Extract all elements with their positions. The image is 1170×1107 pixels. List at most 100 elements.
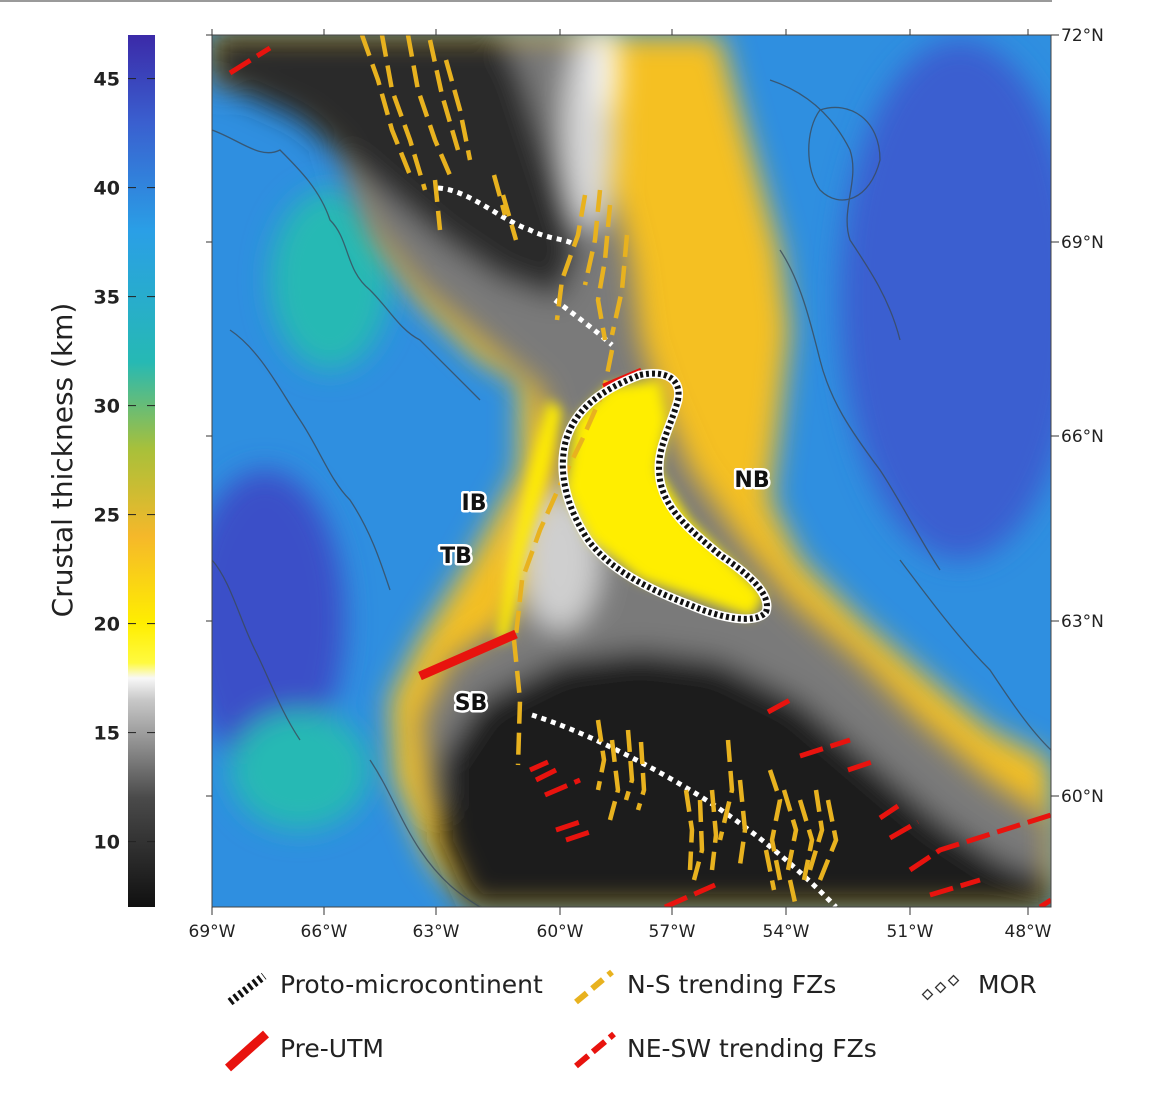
ns-fz-segment-16 [607,739,621,821]
mor-segment-3 [531,712,838,907]
lat-tick-label: 63°N [1061,612,1104,632]
nesw-fz-segment-6 [565,829,591,843]
nesw-fz-segment-13 [929,877,981,898]
basin-dark-south [440,650,1051,907]
colorbar [128,35,155,907]
nesw-fz-segment-11 [888,819,920,841]
teal-patch [270,190,390,370]
ns-fz-segment-18 [635,741,647,811]
region-label-sb: SB [455,691,488,716]
pre-utm-segment-1 [418,629,518,681]
colorbar-title: Crustal thickness (km) [46,303,79,618]
deep-blue-patch-west [212,470,345,770]
legend-label-nesw-fz: NE-SW trending FZs [627,1034,877,1063]
ns-fz-segment-15 [595,719,607,791]
colorbar-tick-label-45: 45 [94,69,120,91]
ns-fz-segment-9 [554,194,588,321]
ns-fz-segment-28 [817,799,839,881]
ns-fz-segment-6 [432,179,443,231]
top-rule [0,0,1052,2]
white-strip-north [598,35,618,115]
ns-fz-segment-17 [623,729,635,801]
ns-fz-segment-27 [807,789,825,871]
basin-dark-north [212,35,580,300]
legend-symbol-proto [227,972,267,1006]
ns-fz-segment-22 [717,739,735,841]
ns-fz-segment-4 [427,39,461,151]
lon-tick-label: 54°W [763,922,810,942]
legend-symbol-ns-fz [574,969,614,1005]
thin-yellow-strip [496,400,562,640]
latitude-axis: 72°N 69°N 66°N 63°N 60°N [206,26,1104,807]
lon-tick-label: 66°W [301,922,348,942]
region-label-tb: TB [440,544,472,569]
ns-fz-segment-26 [797,799,815,881]
lat-tick-label: 69°N [1061,233,1104,253]
ns-fz-segment-1 [359,35,413,176]
colorbar-tick-label-25: 25 [94,505,120,527]
lat-tick-label: 60°N [1061,787,1104,807]
nesw-fz-segment-1 [228,45,272,76]
lon-tick-label: 69°W [189,922,236,942]
ns-fz-segment-21 [709,789,719,871]
ns-trending-fz-lines [359,35,839,907]
lon-tick-label: 60°W [537,922,584,942]
legend-label-pre-utm: Pre-UTM [280,1034,384,1063]
region-labels: IB TB SB NB [438,466,772,719]
nesw-fz-segment-5 [555,819,581,833]
proto-microcontinent-outline [558,369,772,624]
ns-fz-segment-24 [767,769,783,881]
teal-patch-2 [230,710,370,830]
ns-fz-segment-14 [511,639,523,766]
nesw-fz-segment-12 [908,812,1051,873]
colorbar-tick-label-15: 15 [94,723,120,745]
nesw-fz-segment-8 [799,737,851,759]
lon-tick-label: 57°W [649,922,696,942]
ns-fz-segment-23 [737,779,748,866]
ns-fz-segment-20 [691,799,705,881]
legend-symbol-pre-utm [224,1030,270,1072]
colorbar-tick-label-40: 40 [94,178,120,200]
region-label-ib: IB [462,491,487,516]
lat-tick-label: 66°N [1061,427,1104,447]
ns-fz-segment-25 [781,789,799,871]
ns-fz-segment-10 [582,189,603,286]
ns-fz-segment-30 [787,879,799,907]
nesw-fz-segment-2 [528,759,550,773]
ns-fz-segment-8 [500,194,519,241]
map-area: IB TB SB NB [212,35,1051,907]
coastlines [212,79,1051,907]
legend-symbol-mor [921,974,960,1001]
nesw-fz-segment-10 [878,803,900,821]
nesw-fz-segment-9 [847,759,873,773]
nesw-fz-segment-3 [534,767,558,783]
ns-fz-segment-19 [683,789,695,871]
deep-blue-patch-east [840,40,1051,560]
colorbar-tick-label-10: 10 [94,832,120,854]
ns-fz-segment-7 [491,174,508,216]
ns-fz-segment-29 [763,849,777,891]
longitude-axis: 69°W 66°W 63°W 60°W 57°W 54°W 51°W 48°W [189,29,1052,942]
colorbar-tick-label-20: 20 [94,614,120,636]
map-frame [211,34,1052,908]
lon-tick-label: 63°W [413,922,460,942]
nesw-fz-segment-4 [544,777,581,798]
ns-fz-segment-11 [595,204,613,341]
colorbar-tick-label-30: 30 [94,396,120,418]
legend-label-proto: Proto-microcontinent [280,970,543,999]
legend-symbol-nesw-fz [574,1031,616,1069]
legend-label-ns-fz: N-S trending FZs [627,970,837,999]
ns-fz-segment-3 [405,35,455,181]
region-label-nb: NB [734,468,769,493]
colorbar-tick-label-35: 35 [94,287,120,309]
ns-fz-segment-2 [379,35,428,191]
lon-tick-label: 48°W [1005,922,1052,942]
lon-tick-label: 51°W [887,922,934,942]
lat-tick-label: 72°N [1061,26,1104,46]
mor-lines [437,185,838,907]
ns-fz-segment-5 [443,59,473,161]
nesw-fz-segment-15 [1038,897,1051,907]
ne-sw-trending-fz-lines [228,45,1051,907]
legend-label-mor: MOR [978,970,1037,999]
